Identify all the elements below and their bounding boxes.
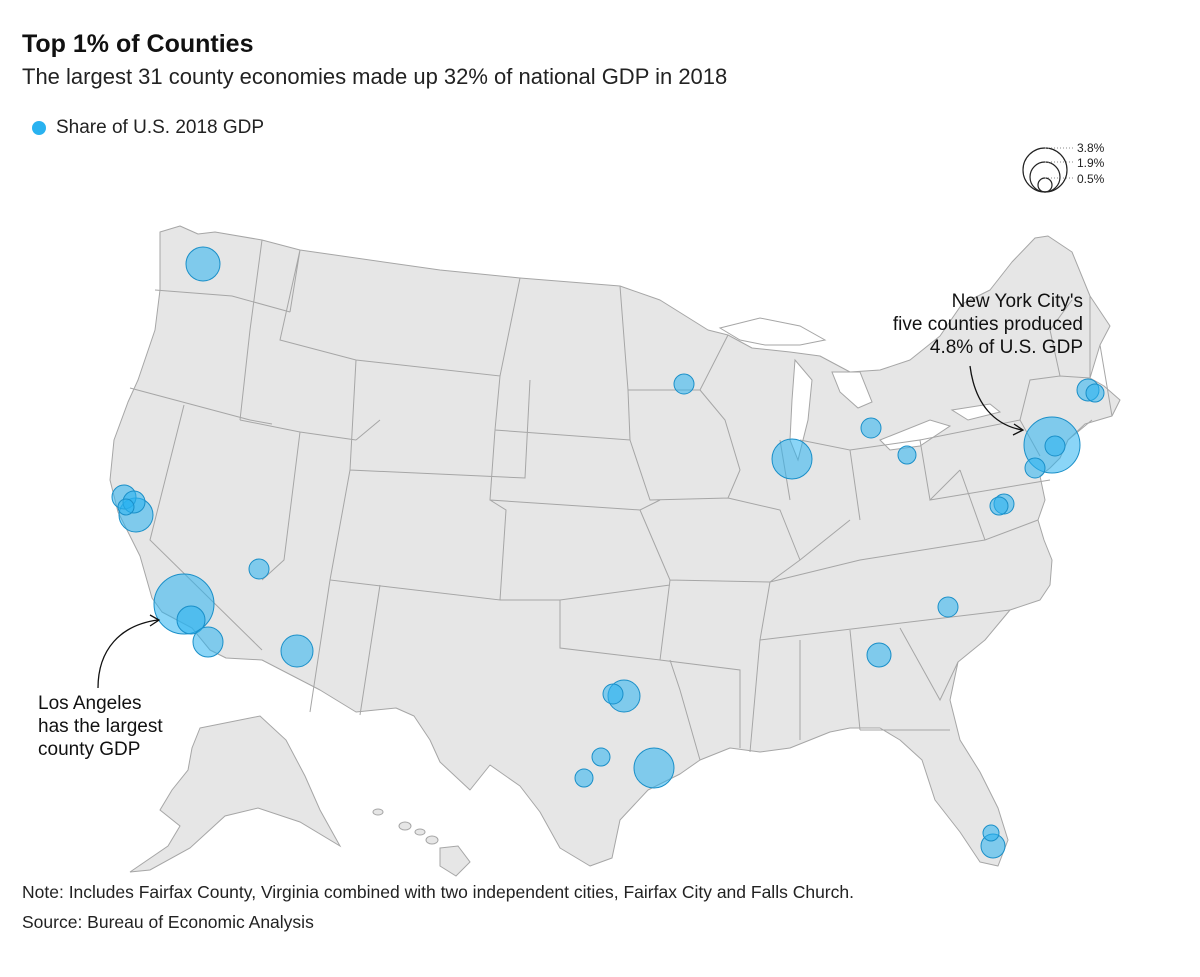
chart-subtitle: The largest 31 county economies made up … [22,64,728,89]
la-annotation-line-1: Los Angeles [38,693,142,714]
bubble-cuyahoga-oh [897,445,917,465]
legend-dot-icon [32,121,46,135]
size-legend-small-label: 0.5% [1077,172,1105,186]
chart-title: Top 1% of Counties [22,30,254,58]
ny-arrowhead [1012,423,1025,436]
size-legend [1022,147,1073,193]
legend-label: Share of U.S. 2018 GDP [56,117,265,138]
source-note: Source: Bureau of Economic Analysis [22,912,314,932]
la-annotation-line-3: county GDP [38,739,141,760]
bubble-king-wa [185,246,221,282]
ny-annotation-line-3: 4.8% of U.S. GDP [929,337,1083,358]
bubble-fairfax-va [989,496,1009,516]
bubble-oakland-mi [860,417,882,439]
la-annotation-line-2: has the largest [38,716,163,737]
alaska-inset [129,715,342,873]
hawaii-inset [372,808,471,877]
bubble-harris-tx [633,747,675,789]
bubble-hennepin-mn [673,373,695,395]
bubble-san-mateo-ca [117,498,135,516]
state-borders [129,239,1113,761]
bubble-philadelphia-pa [1024,457,1046,479]
size-legend-large-label: 3.8% [1077,141,1105,155]
bubble-orange-ca [176,605,206,635]
bubble-travis-tx [591,747,611,767]
contiguous-us-land [109,225,1121,867]
la-arrowhead [149,614,161,627]
bubble-cook-il [771,438,813,480]
great-lakes [718,317,1002,462]
ny-arrow [969,365,1023,431]
la-annotation: Los Angeles has the largest county GDP [38,692,238,761]
bubble-bexar-tx [574,768,594,788]
ny-annotation: New York City's five counties produced 4… [838,290,1083,359]
la-arrow [97,619,159,689]
size-legend-medium-label: 1.9% [1077,156,1105,170]
color-legend: Share of U.S. 2018 GDP [32,117,264,139]
gdp-bubbles [111,246,1105,859]
ny-annotation-line-1: New York City's [951,291,1083,312]
annotation-arrows [97,365,1025,689]
bubble-kings-queens [1044,435,1066,457]
bubble-mecklenburg-nc [937,596,959,618]
bubble-fulton-ga [866,642,892,668]
bubble-tarrant-tx [602,683,624,705]
bubble-clark-nv [248,558,270,580]
bubble-san-diego-ca [192,626,224,658]
bubble-broward-fl [982,824,1000,842]
bubble-middlesex-ma [1085,383,1105,403]
ny-annotation-line-2: five counties produced [892,314,1083,335]
footnote: Note: Includes Fairfax County, Virginia … [22,882,854,902]
bubble-maricopa-az [280,634,314,668]
